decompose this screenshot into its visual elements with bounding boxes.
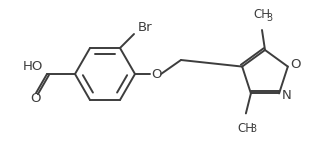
Text: CH: CH [253,8,270,21]
Text: O: O [152,67,162,80]
Text: 3: 3 [266,13,272,23]
Text: Br: Br [138,21,152,34]
Text: HO: HO [23,59,43,72]
Text: 3: 3 [250,124,256,134]
Text: O: O [291,58,301,71]
Text: N: N [282,89,292,102]
Text: O: O [31,92,41,104]
Text: CH: CH [237,122,254,135]
